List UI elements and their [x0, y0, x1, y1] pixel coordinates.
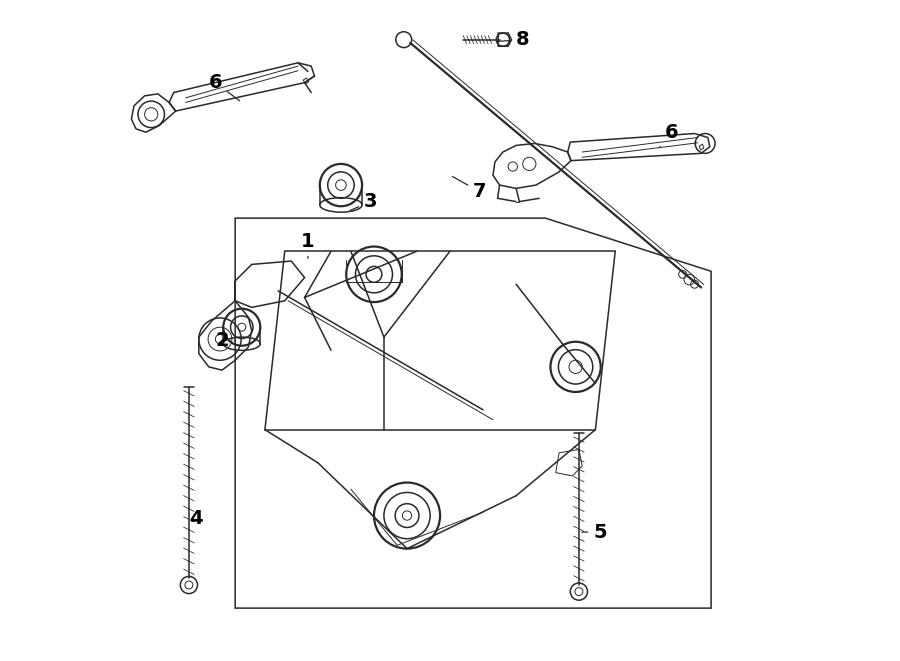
Text: 3: 3 [350, 192, 377, 211]
Text: 7: 7 [453, 176, 487, 201]
Text: 4: 4 [189, 510, 203, 528]
Text: 1: 1 [302, 232, 315, 258]
Text: 2: 2 [215, 331, 235, 350]
Text: 6: 6 [209, 73, 239, 100]
Text: 8: 8 [497, 30, 529, 49]
Text: 6: 6 [660, 123, 679, 147]
Text: 5: 5 [581, 523, 607, 541]
